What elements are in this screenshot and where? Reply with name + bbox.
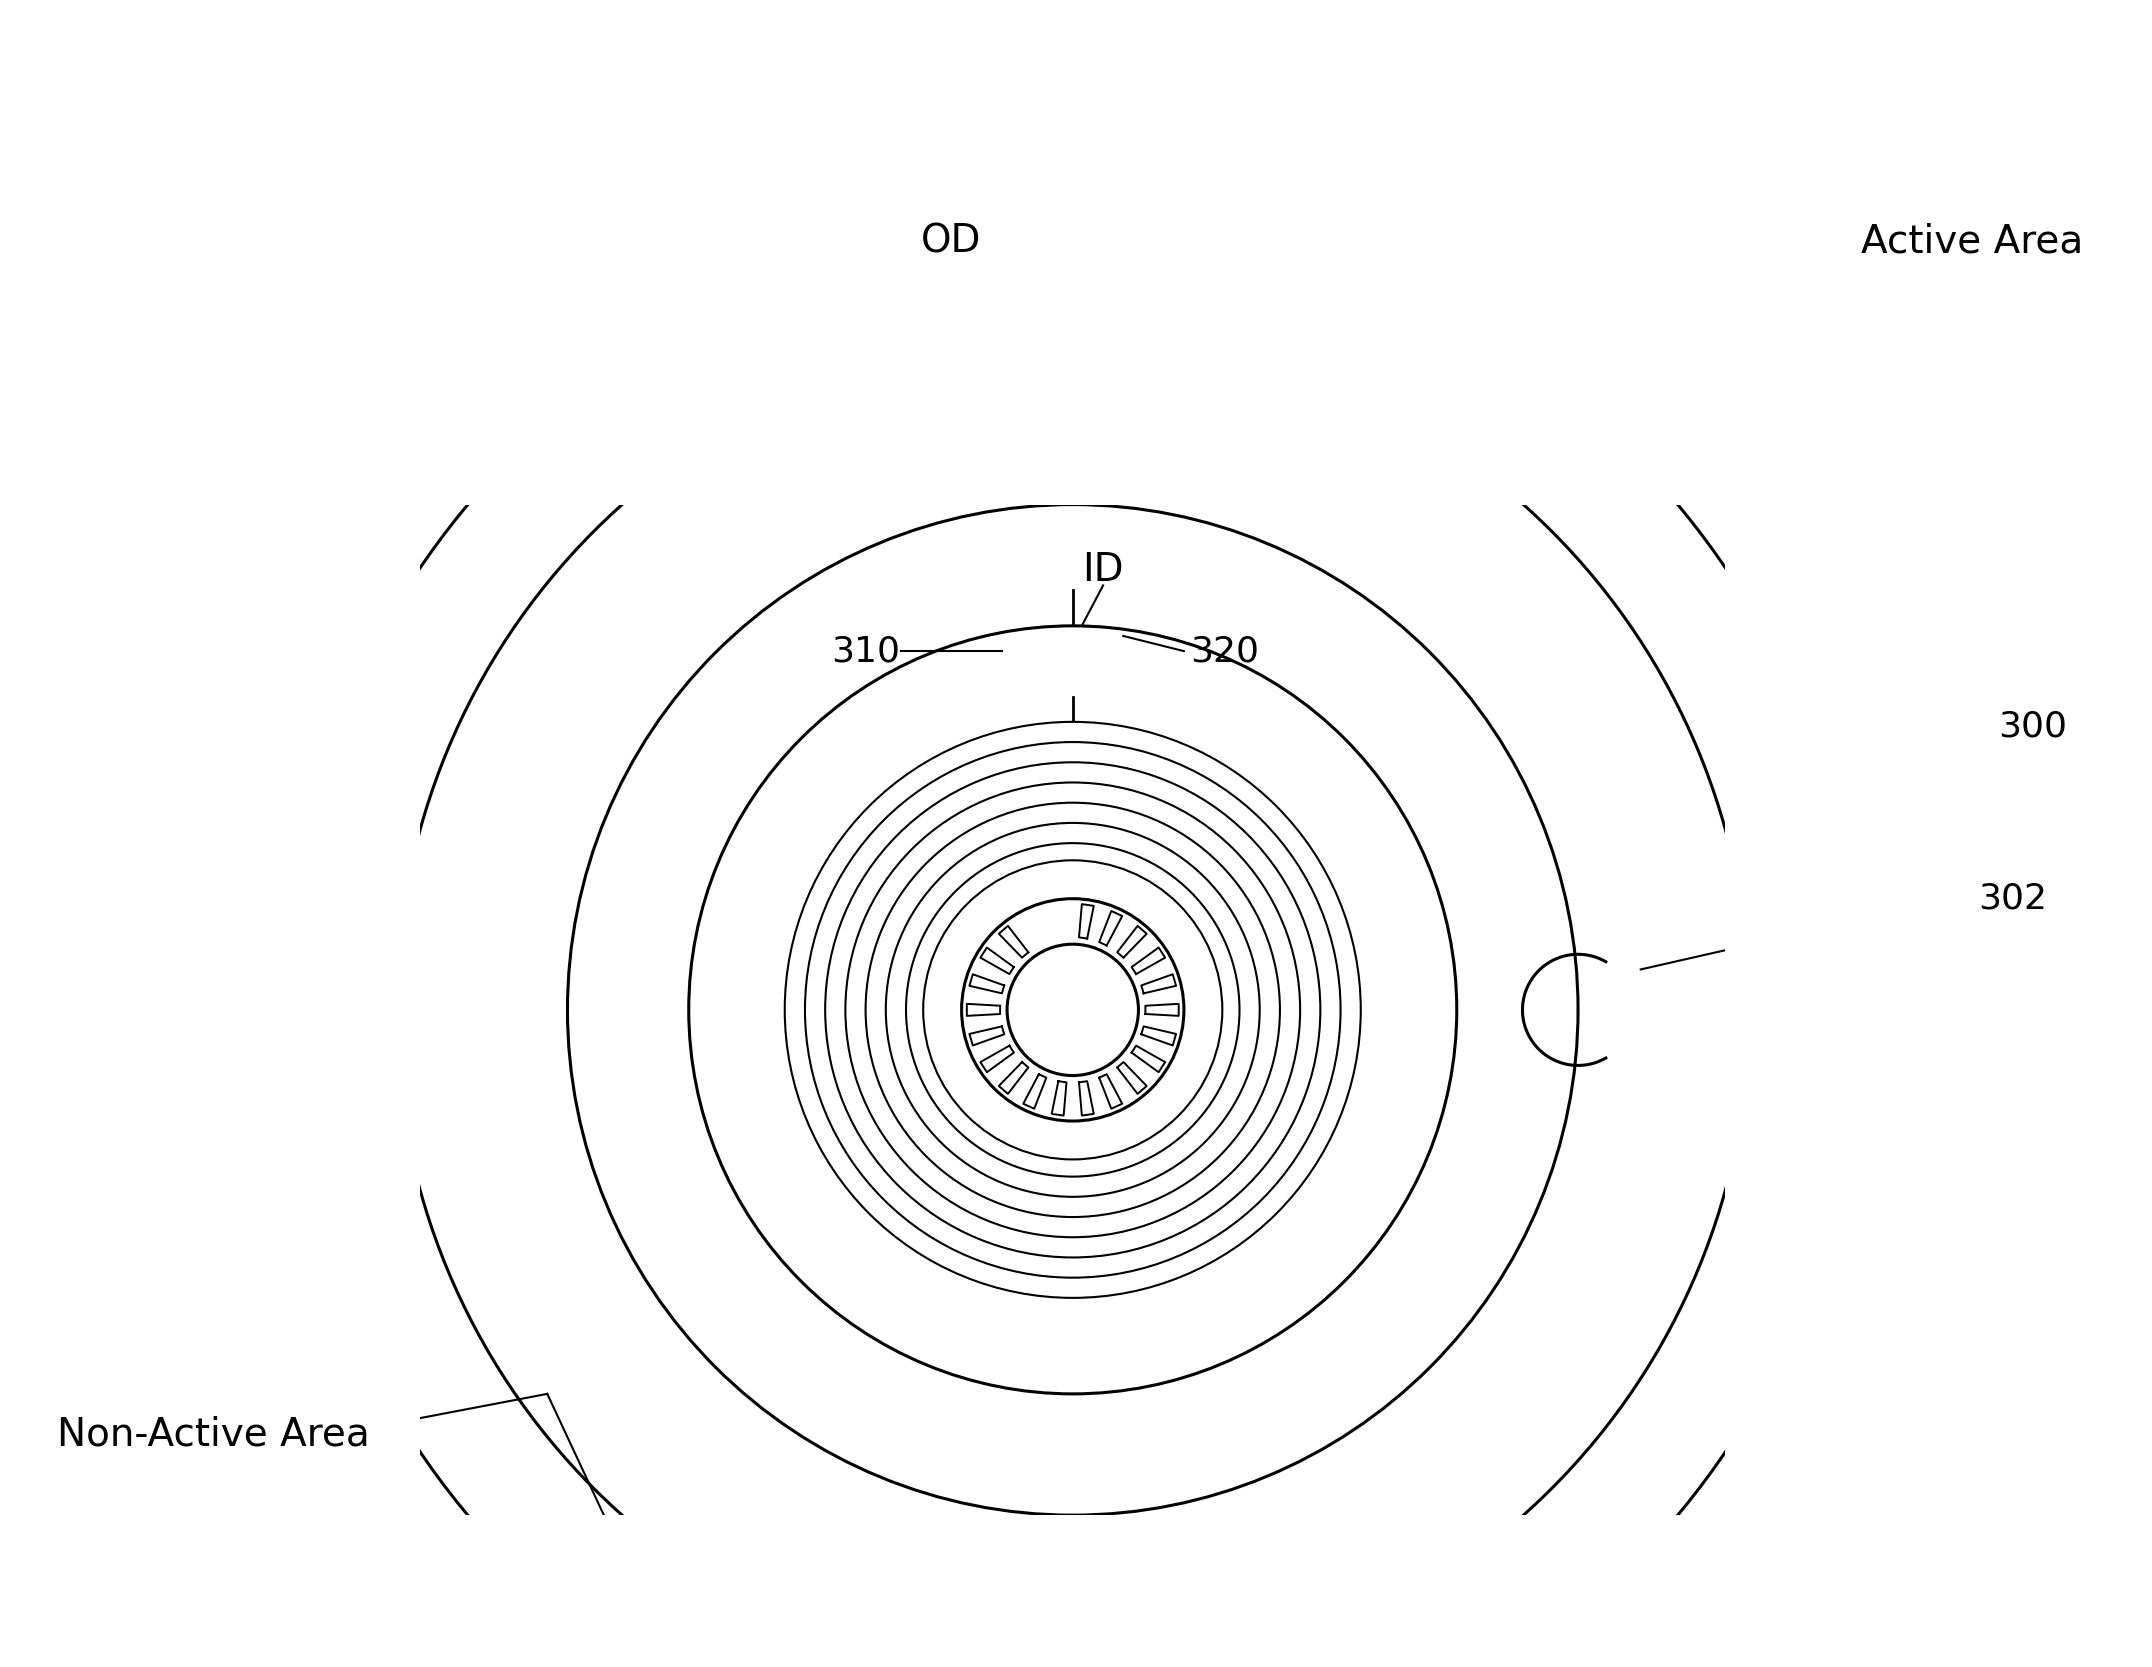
Text: 300: 300 [1999, 710, 2068, 743]
Text: OD: OD [921, 223, 981, 260]
Text: 302: 302 [1978, 882, 2047, 915]
Text: 320: 320 [1190, 633, 1259, 668]
Text: Non-Active Area: Non-Active Area [58, 1415, 370, 1454]
Text: ID: ID [1082, 552, 1123, 588]
Text: 310: 310 [831, 633, 900, 668]
Text: Active Area: Active Area [1861, 223, 2083, 260]
